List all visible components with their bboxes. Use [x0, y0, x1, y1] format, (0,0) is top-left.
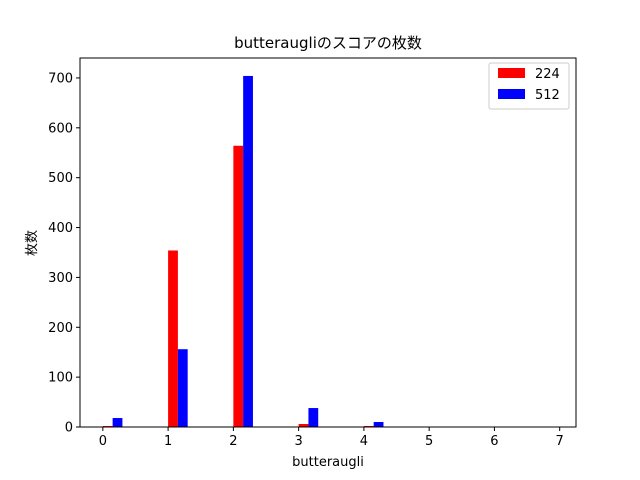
legend-swatch-224	[498, 68, 525, 78]
y-tick-label: 200	[48, 321, 73, 336]
x-tick-label: 5	[425, 434, 433, 449]
y-tick-label: 0	[65, 421, 73, 436]
legend-swatch-512	[498, 89, 525, 99]
y-tick-label: 100	[48, 371, 73, 386]
y-tick-label: 300	[48, 271, 73, 286]
chart-title: butteraugliのスコアの枚数	[234, 34, 422, 52]
plot-frame	[79, 57, 577, 428]
x-tick-label: 2	[229, 434, 237, 449]
y-tick-label: 600	[48, 121, 73, 136]
x-axis-label: butteraugli	[292, 455, 364, 470]
bars-layer	[102, 75, 384, 428]
bar-512-0	[112, 418, 123, 427]
x-tick-label: 0	[99, 434, 107, 449]
y-axis-label: 枚数	[25, 230, 40, 256]
bar-512-1	[177, 349, 188, 427]
bar-224-3	[298, 424, 309, 427]
x-tick-label: 4	[360, 434, 368, 449]
legend-label-224: 224	[535, 67, 560, 82]
y-tick-label: 400	[48, 221, 73, 236]
y-axis-ticks: 0 100 200 300 400 500 600 700	[48, 71, 80, 436]
x-tick-label: 1	[164, 434, 172, 449]
legend-label-512: 512	[535, 88, 560, 103]
x-tick-label: 7	[556, 434, 564, 449]
y-tick-label: 500	[48, 171, 73, 186]
y-tick-label: 700	[48, 71, 73, 86]
bar-224-1	[168, 250, 178, 427]
bar-512-2	[243, 75, 253, 427]
bar-512-3	[308, 408, 319, 427]
x-tick-label: 6	[490, 434, 498, 449]
bar-512-4	[373, 422, 384, 427]
x-axis-ticks: 0 1 2 3 4 5 6 7	[99, 427, 564, 449]
bar-224-2	[233, 145, 244, 428]
x-tick-label: 3	[294, 434, 302, 449]
